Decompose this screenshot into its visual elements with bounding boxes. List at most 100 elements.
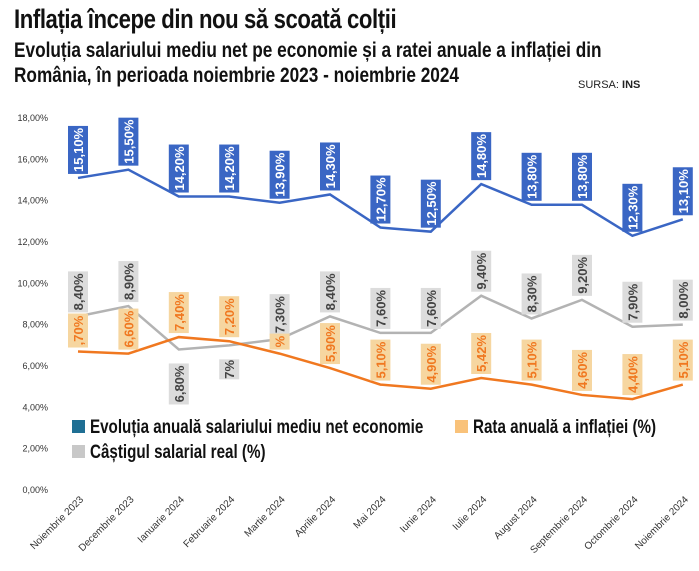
data-label: 7,30%: [269, 294, 290, 336]
data-label-text: 14,20%: [172, 146, 187, 191]
data-label-box: [420, 287, 441, 329]
y-tick-label: 8,00%: [22, 320, 48, 330]
legend-label: Rata anuală a inflației (%): [473, 415, 656, 437]
data-label: 15,50%: [118, 117, 139, 166]
data-label-text: %: [273, 335, 288, 347]
data-label: 14,20%: [168, 144, 189, 193]
data-label-text: 7,20%: [222, 298, 237, 335]
data-label-text: 5,10%: [676, 341, 691, 378]
data-label-text: 7%: [222, 360, 237, 379]
data-label-text: 6,80%: [172, 365, 187, 402]
data-label-box: [572, 254, 592, 296]
data-label-box: [420, 179, 441, 228]
data-label-box: [219, 359, 240, 380]
data-label-box: [471, 132, 492, 181]
data-label-box: [521, 152, 542, 201]
y-tick-label: 16,00%: [17, 154, 48, 164]
data-label: 5,42%: [471, 332, 492, 374]
data-label: 15,10%: [68, 125, 88, 174]
data-label-box: [118, 261, 139, 303]
data-label-box: [471, 332, 492, 374]
data-label-box: [521, 273, 542, 315]
subtitle-line-2: România, în perioada noiembrie 2023 - no…: [14, 64, 460, 87]
data-label-text: 12,70%: [373, 177, 388, 222]
data-label-box: [68, 125, 88, 174]
data-label-text: 7,40%: [172, 294, 187, 331]
data-label-text: 6,60%: [121, 310, 136, 347]
data-label-box: [622, 354, 643, 396]
data-label-text: 7,90%: [625, 283, 640, 320]
data-label-box: [622, 183, 643, 232]
data-label-text: 8,00%: [676, 281, 691, 318]
data-label-text: 8,30%: [525, 275, 540, 312]
data-label-text: 5,10%: [525, 341, 540, 378]
data-label: 8,90%: [118, 261, 139, 303]
data-label: 5,10%: [370, 339, 391, 381]
data-label-text: 8,40%: [71, 273, 86, 310]
series-line-0: [77, 168, 684, 238]
data-label: 8,30%: [521, 273, 542, 315]
data-label: 5,10%: [521, 339, 542, 381]
data-label-box: [118, 308, 139, 350]
data-label: 8,40%: [68, 271, 88, 313]
data-label-text: 13,80%: [575, 154, 590, 199]
chart-title: Inflația începe din nou să scoată colții: [14, 4, 397, 34]
data-label: ,70%: [68, 313, 88, 348]
data-label-text: 8,90%: [121, 263, 136, 300]
x-tick-label: Decembrie 2023: [77, 494, 137, 554]
data-label: 4,60%: [572, 349, 592, 391]
legend-swatch: [72, 420, 85, 433]
data-label-text: 9,40%: [474, 252, 489, 289]
y-tick-label: 12,00%: [17, 237, 48, 247]
data-label-text: ,70%: [71, 315, 86, 345]
chart-subtitle: Evoluția salariului mediu net pe economi…: [14, 38, 602, 88]
data-label: 6,80%: [168, 363, 189, 405]
data-label-box: [68, 313, 88, 348]
data-label: 12,50%: [420, 179, 441, 228]
data-label: 7,60%: [370, 287, 391, 329]
data-label-box: [420, 343, 441, 385]
data-label-box: [269, 333, 290, 350]
y-tick-label: 2,00%: [22, 444, 48, 454]
data-label-text: 9,20%: [575, 257, 590, 294]
data-label-text: 12,30%: [625, 185, 640, 230]
x-tick-label: Februarie 2024: [182, 494, 238, 550]
y-tick-label: 4,00%: [22, 402, 48, 412]
data-label-box: [168, 144, 189, 193]
y-tick-label: 6,00%: [22, 361, 48, 371]
data-label: 12,30%: [622, 183, 643, 232]
legend-background: [68, 412, 688, 464]
data-label: 14,80%: [471, 132, 492, 181]
data-label: 7,60%: [420, 287, 441, 329]
data-label: %: [269, 333, 290, 350]
data-label-text: 7,30%: [273, 296, 288, 333]
data-label: 13,80%: [521, 152, 542, 201]
data-label: 14,20%: [219, 144, 240, 193]
x-tick-label: Aprilie 2024: [293, 494, 338, 539]
data-label: 6,60%: [118, 308, 139, 350]
data-label: 8,40%: [320, 271, 340, 313]
x-tick-label: Iunie 2024: [398, 494, 439, 535]
data-label: 4,40%: [622, 354, 643, 396]
data-label-text: 7,60%: [373, 290, 388, 327]
series-line-1: [77, 335, 684, 401]
data-label-box: [320, 271, 340, 313]
data-label-text: 5,90%: [323, 325, 338, 362]
data-label-box: [471, 250, 492, 292]
data-label: 7,90%: [622, 281, 643, 323]
data-label-text: 4,90%: [424, 345, 439, 382]
legend-swatch: [72, 445, 85, 458]
data-label-text: 5,42%: [474, 335, 489, 372]
subtitle-line-1: Evoluția salariului mediu net pe economi…: [14, 39, 602, 62]
y-tick-label: 0,00%: [22, 485, 48, 495]
data-label-text: 7,60%: [424, 290, 439, 327]
x-tick-label: Martie 2024: [243, 494, 288, 539]
data-label-box: [269, 150, 290, 199]
data-label: 12,70%: [370, 175, 391, 224]
data-label-text: 8,40%: [323, 273, 338, 310]
y-tick-label: 10,00%: [17, 278, 48, 288]
source-note: SURSA: INS: [578, 79, 640, 91]
data-label-box: [320, 323, 340, 365]
y-tick-label: 18,00%: [17, 113, 48, 123]
